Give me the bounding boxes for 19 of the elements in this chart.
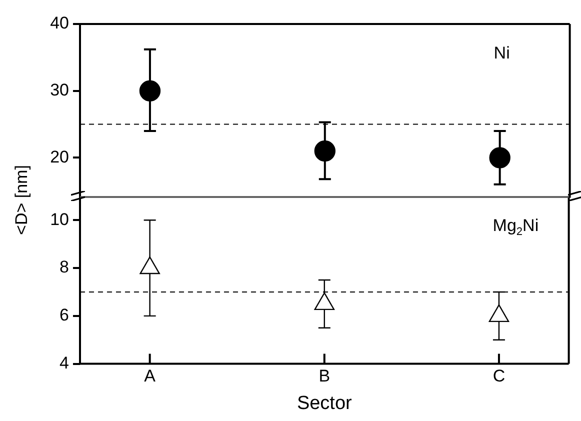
y-tick-label: 20 [50,147,69,166]
point [139,80,161,102]
point [314,292,335,310]
point [489,147,510,168]
y-tick-label: 4 [60,353,69,372]
y-tick-label: 40 [50,14,69,33]
y-tick-label: 6 [60,306,69,325]
annotation: Ni [494,44,510,63]
y-tick-label: 8 [60,258,69,277]
x-tick-label: B [318,366,330,386]
x-tick-label: C [492,366,506,386]
x-tick-label: A [144,366,156,386]
point [314,140,336,162]
point [488,304,510,322]
point [140,256,160,274]
y-axis-title: <D> [nm] [12,165,32,235]
x-axis-title: Sector [296,392,353,414]
y-tick-label: 30 [50,80,69,100]
y-tick-label: 10 [50,210,69,229]
